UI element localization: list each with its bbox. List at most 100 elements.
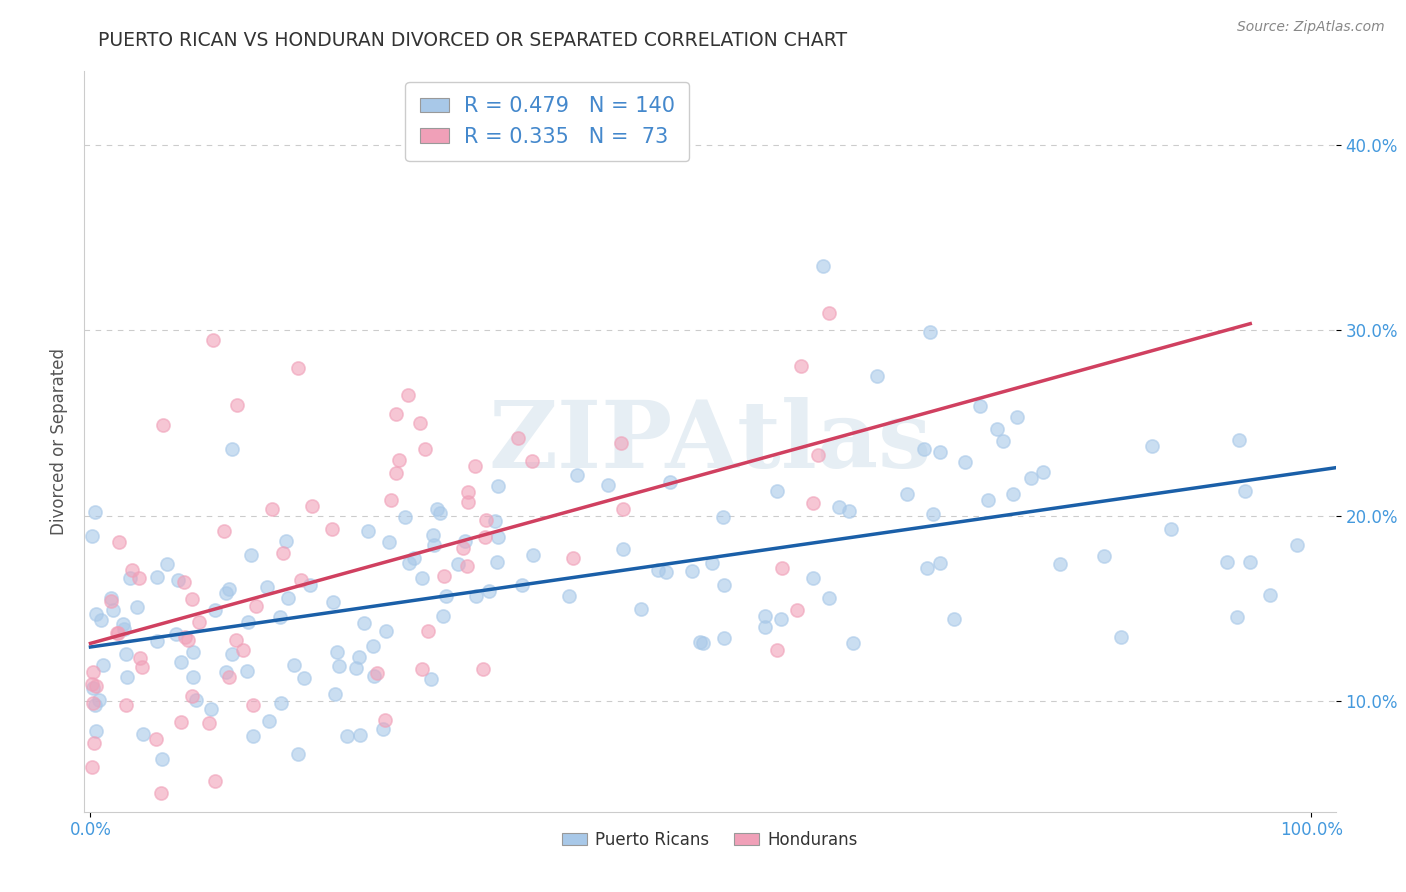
Point [1109, 630, 1132, 644]
Text: Source: ZipAtlas.com: Source: ZipAtlas.com [1237, 20, 1385, 34]
Point [152, 418, 174, 433]
Point [828, 500, 851, 514]
Point [838, 504, 860, 518]
Point [488, 479, 510, 493]
Point [766, 483, 789, 498]
Point [84, 679, 107, 693]
Point [236, 615, 259, 629]
Point [198, 716, 221, 731]
Point [80, 677, 103, 691]
Point [90, 613, 112, 627]
Point [612, 542, 634, 557]
Point [398, 557, 420, 571]
Point [177, 633, 200, 648]
Point [457, 484, 479, 499]
Point [692, 636, 714, 650]
Point [1234, 483, 1257, 498]
Point [180, 689, 202, 703]
Point [290, 573, 312, 587]
Point [953, 455, 976, 469]
Point [917, 561, 939, 575]
Point [409, 416, 432, 430]
Point [156, 558, 179, 572]
Point [226, 398, 249, 412]
Point [105, 625, 128, 640]
Point [866, 369, 889, 384]
Point [125, 599, 148, 614]
Point [429, 506, 451, 520]
Point [84, 724, 107, 739]
Point [145, 634, 167, 648]
Point [423, 538, 446, 552]
Point [558, 589, 581, 603]
Point [212, 524, 235, 539]
Point [711, 510, 734, 524]
Point [647, 562, 669, 576]
Point [173, 630, 195, 644]
Point [598, 478, 620, 492]
Point [292, 671, 315, 685]
Point [396, 388, 419, 402]
Point [118, 571, 141, 585]
Point [80, 528, 103, 542]
Point [283, 658, 305, 673]
Point [200, 701, 222, 715]
Point [287, 360, 309, 375]
Point [464, 589, 486, 603]
Point [83, 736, 105, 750]
Point [336, 729, 359, 743]
Point [522, 453, 544, 467]
Point [271, 545, 294, 559]
Point [299, 578, 322, 592]
Point [807, 448, 830, 462]
Point [380, 492, 402, 507]
Point [170, 714, 193, 729]
Point [245, 599, 267, 613]
Point [567, 468, 589, 483]
Point [91, 658, 114, 673]
Point [426, 501, 449, 516]
Point [969, 400, 991, 414]
Point [770, 561, 793, 575]
Point [1021, 471, 1043, 485]
Point [260, 502, 283, 516]
Point [457, 495, 479, 509]
Point [169, 655, 191, 669]
Point [765, 643, 787, 657]
Point [920, 325, 942, 339]
Point [167, 574, 190, 588]
Point [100, 591, 122, 605]
Point [790, 359, 813, 373]
Point [215, 665, 238, 680]
Point [347, 650, 370, 665]
Point [471, 662, 494, 676]
Point [344, 661, 367, 675]
Point [388, 452, 411, 467]
Point [943, 612, 966, 626]
Point [817, 305, 839, 319]
Point [321, 522, 343, 536]
Point [201, 333, 224, 347]
Point [447, 557, 470, 571]
Point [658, 475, 681, 489]
Point [786, 603, 808, 617]
Point [221, 442, 243, 457]
Point [353, 616, 375, 631]
Point [801, 570, 824, 584]
Point [754, 620, 776, 634]
Point [453, 534, 475, 549]
Point [328, 658, 350, 673]
Point [128, 650, 150, 665]
Point [131, 660, 153, 674]
Point [221, 647, 243, 661]
Point [101, 603, 124, 617]
Point [215, 586, 238, 600]
Point [474, 530, 496, 544]
Point [413, 442, 436, 456]
Point [842, 635, 865, 649]
Point [84, 698, 107, 713]
Point [186, 693, 208, 707]
Point [236, 664, 259, 678]
Point [912, 442, 935, 457]
Point [82, 696, 104, 710]
